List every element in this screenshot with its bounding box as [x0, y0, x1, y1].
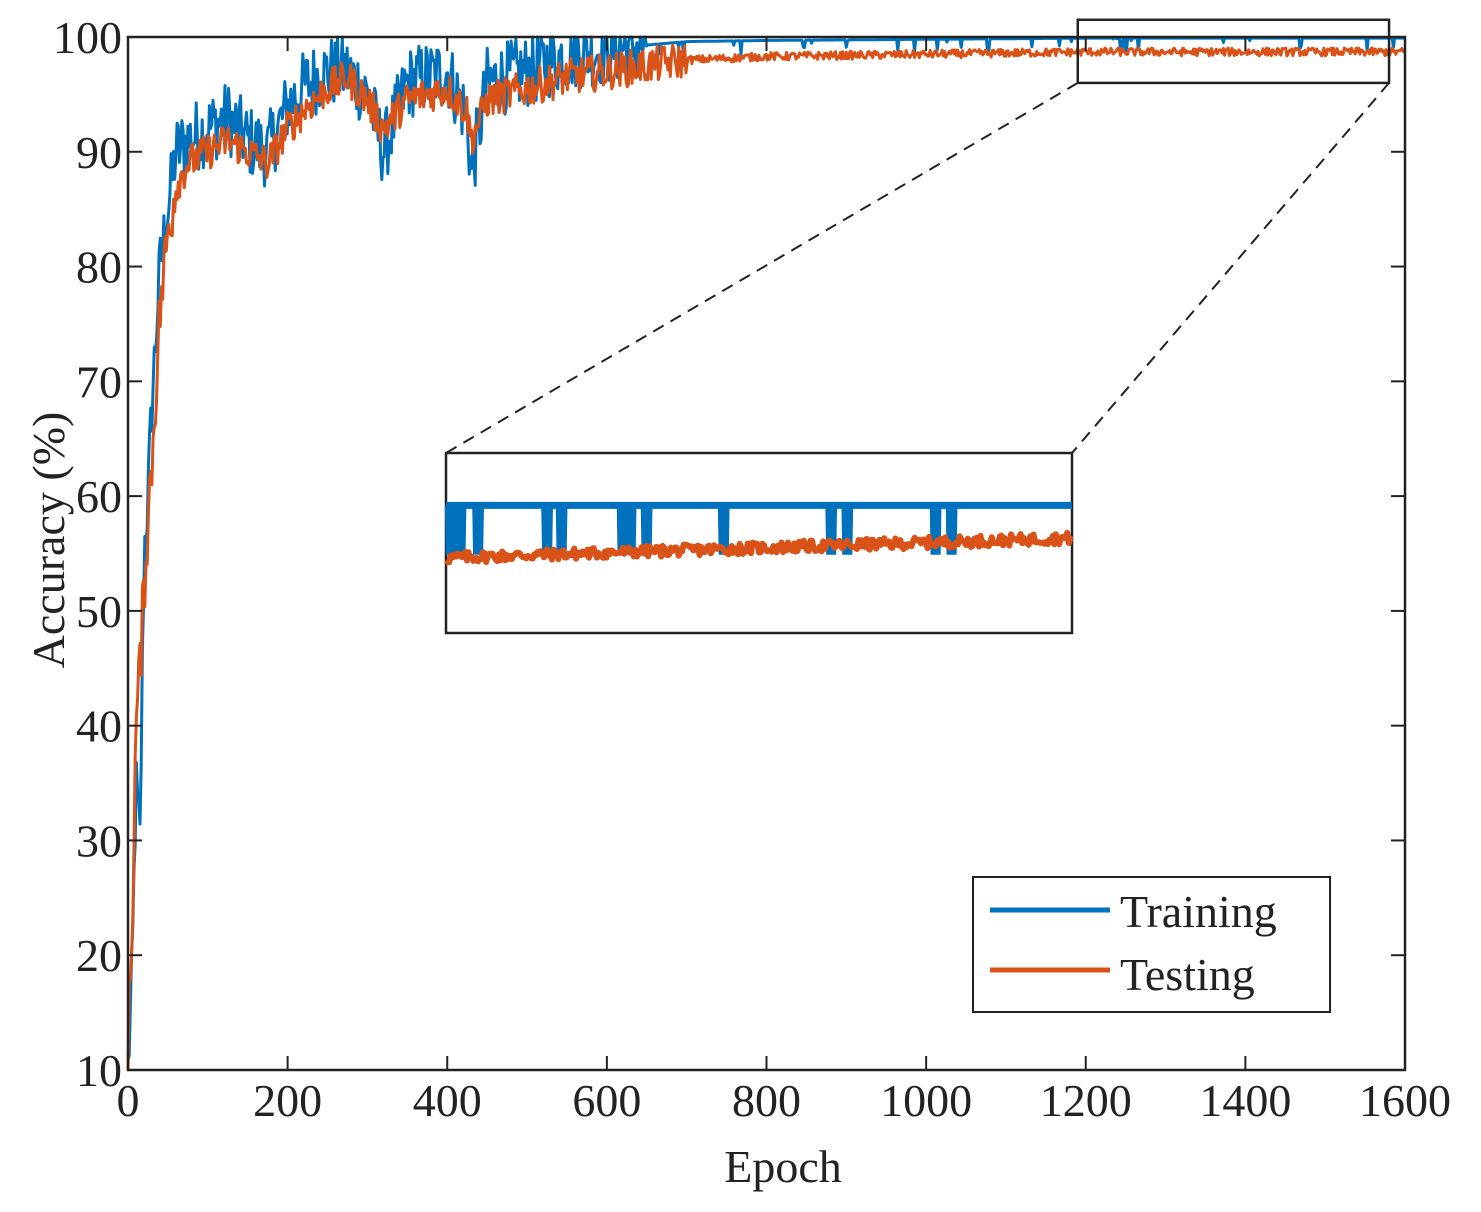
y-tick-label: 30 — [76, 815, 122, 866]
y-axis-title: Accuracy (%) — [23, 412, 74, 669]
x-tick-label: 1400 — [1199, 1075, 1291, 1126]
plot-frame — [126, 35, 1407, 1072]
zoom-source-box — [1076, 18, 1391, 85]
zoom-connector-left — [445, 82, 1079, 454]
y-tick-label: 70 — [76, 356, 122, 407]
x-tick-label: 1000 — [880, 1075, 972, 1126]
x-tick-label: 800 — [732, 1075, 801, 1126]
x-tick-label: 400 — [413, 1075, 482, 1126]
y-tick-label: 40 — [76, 701, 122, 752]
y-tick-label: 90 — [76, 127, 122, 178]
x-tick-label: 200 — [253, 1075, 322, 1126]
y-tick-label: 50 — [76, 586, 122, 637]
legend-label-testing: Testing — [1120, 949, 1255, 1000]
x-tick-label: 0 — [117, 1075, 140, 1126]
zoom-series-training — [444, 501, 1072, 555]
y-tick-label: 100 — [53, 12, 122, 63]
series-line-testing — [126, 43, 1406, 1071]
x-tick-label: 1200 — [1040, 1075, 1132, 1126]
legend-label-training: Training — [1120, 886, 1277, 937]
y-tick-label: 60 — [76, 471, 122, 522]
zoom-series-testing — [444, 529, 1074, 566]
zoom-connector-right — [1071, 82, 1390, 454]
x-tick-label: 600 — [572, 1075, 641, 1126]
ticks-layer: 0 200 400 600 800 1000 1200 1400 1600 10 20 30 40 50 6… — [53, 12, 1451, 1126]
zoom-inset-content — [444, 501, 1074, 566]
legend-box — [972, 876, 1331, 1013]
zoom-layer — [444, 18, 1391, 635]
y-tick-label: 20 — [76, 930, 122, 981]
x-tick-label: 1600 — [1359, 1075, 1451, 1126]
legend: Training Testing — [972, 876, 1331, 1013]
y-tick-label: 80 — [76, 242, 122, 293]
x-axis-title: Epoch — [724, 1141, 842, 1192]
y-tick-label: 10 — [76, 1045, 122, 1096]
